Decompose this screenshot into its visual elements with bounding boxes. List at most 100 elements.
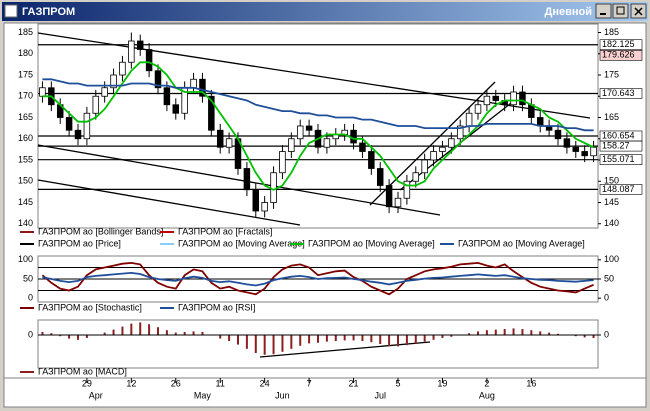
candle-body xyxy=(279,151,286,174)
level-label: 148.087 xyxy=(602,184,635,194)
macd-bar xyxy=(237,335,239,345)
candle-body xyxy=(145,49,153,72)
macd-bar xyxy=(299,335,302,346)
date-label: 26 xyxy=(171,378,181,388)
macd-bar xyxy=(130,323,133,335)
y2-tick-label: 50 xyxy=(604,273,614,283)
macd-bar xyxy=(317,335,319,343)
y-tick-label: 180 xyxy=(18,48,33,58)
macd-bar xyxy=(148,324,151,335)
y2-tick-label: 150 xyxy=(604,176,619,186)
y-tick-label: 170 xyxy=(18,91,33,101)
macd-bar xyxy=(441,335,444,338)
y-tick-label: 150 xyxy=(18,176,33,186)
y2-tick-label: 0 xyxy=(604,293,609,303)
series-line xyxy=(42,271,594,287)
legend-label: ГАЗПРОМ ao [RSI] xyxy=(178,302,255,312)
legend-label: ГАЗПРОМ ao [MACD] xyxy=(38,366,127,376)
macd-bar xyxy=(379,335,382,344)
candle-body xyxy=(92,95,100,114)
macd-bar xyxy=(245,335,248,349)
candle-body xyxy=(119,61,126,76)
y-tick-label: 185 xyxy=(18,27,33,37)
level-box xyxy=(599,88,643,99)
maximize-glyph xyxy=(616,6,625,15)
candle-body xyxy=(74,129,82,140)
macd-bar xyxy=(334,335,337,341)
macd-bar xyxy=(512,328,515,335)
macd-bar xyxy=(192,331,195,335)
candle-body xyxy=(305,125,313,131)
macd-bar xyxy=(228,335,231,341)
month-label: Apr xyxy=(89,390,103,400)
candle-body xyxy=(510,91,517,106)
window-buttons[interactable] xyxy=(595,3,647,19)
level-box xyxy=(599,184,643,195)
candle-body xyxy=(572,146,580,152)
macd-bar xyxy=(414,335,417,344)
macd-bar xyxy=(325,335,328,342)
date-label: 12 xyxy=(126,378,136,388)
candle-body xyxy=(519,91,526,106)
candle-body xyxy=(83,112,91,140)
macd-pane xyxy=(37,319,599,369)
candle-body xyxy=(563,138,571,148)
candle-body xyxy=(154,70,162,89)
macd-bar xyxy=(361,335,364,341)
candle-body xyxy=(243,168,251,191)
macd-bar xyxy=(103,332,106,335)
y-tick-label: 155 xyxy=(18,154,33,164)
level-label: 158.27 xyxy=(602,140,630,150)
date-label: 11 xyxy=(216,378,225,388)
y2-tick-label: 165 xyxy=(604,112,619,122)
macd-bar xyxy=(423,335,426,342)
macd-bar xyxy=(574,335,577,337)
trendline xyxy=(37,144,441,216)
macd-bar xyxy=(450,335,453,337)
y2-tick-label: 140 xyxy=(604,218,619,228)
series-line xyxy=(41,261,594,296)
date-label: 21 xyxy=(349,378,359,388)
macd-bar xyxy=(405,335,408,346)
candle-body xyxy=(394,197,402,208)
month-label: May xyxy=(194,390,212,400)
y2-tick-label: 145 xyxy=(604,197,619,207)
date-label: 29 xyxy=(82,378,92,388)
macd-bar xyxy=(272,335,275,355)
candle-body xyxy=(554,129,562,140)
minimize-button[interactable] xyxy=(595,3,612,19)
candle-body xyxy=(172,104,180,114)
macd-bar xyxy=(530,330,533,335)
maximize-button[interactable] xyxy=(612,3,629,19)
candle-body xyxy=(323,138,331,148)
macd-bar xyxy=(201,332,204,335)
macd-bar xyxy=(583,335,586,338)
y-tick-label: 175 xyxy=(18,69,33,79)
macd-bar xyxy=(397,335,399,347)
level-box xyxy=(599,154,643,165)
legend-label: ГАЗПРОМ ao [Fractals] xyxy=(178,226,272,236)
legend-label: ГАЗПРОМ ao [Stochastic] xyxy=(38,302,142,312)
candle-body xyxy=(439,146,446,152)
macd-bar xyxy=(121,326,124,335)
legend-label: ГАЗПРОМ ao [Moving Average] xyxy=(178,238,305,248)
macd-bar xyxy=(485,330,488,335)
candle-body xyxy=(270,172,277,203)
y2-tick-label: 185 xyxy=(604,27,619,37)
level-label: 170.643 xyxy=(602,88,635,98)
candle-body xyxy=(288,138,295,152)
legend-label: ГАЗПРОМ ao [Moving Average] xyxy=(308,238,435,248)
candle-body xyxy=(359,142,366,152)
candle-body xyxy=(350,129,357,144)
level-box xyxy=(599,39,643,51)
candle-body xyxy=(39,87,46,97)
candle-body xyxy=(385,185,393,208)
date-label: 19 xyxy=(437,378,447,388)
macd-bar xyxy=(219,335,222,339)
level-box xyxy=(599,50,643,61)
legend-label: ГАЗПРОМ ao [Bollinger Bands] xyxy=(38,226,163,236)
title-bar xyxy=(2,2,648,21)
macd-bar xyxy=(388,335,391,347)
app-icon xyxy=(4,4,18,18)
